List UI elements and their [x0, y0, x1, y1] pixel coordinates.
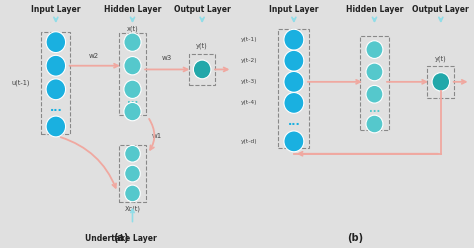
FancyArrowPatch shape — [61, 137, 116, 188]
Text: w2: w2 — [89, 53, 99, 59]
Text: Output Layer: Output Layer — [174, 5, 230, 14]
Circle shape — [124, 80, 141, 98]
Text: Input Layer: Input Layer — [269, 5, 319, 14]
Circle shape — [46, 55, 65, 76]
Text: y(t-1): y(t-1) — [240, 37, 257, 42]
Text: ...: ... — [127, 95, 138, 105]
Circle shape — [125, 145, 140, 162]
Circle shape — [125, 165, 140, 182]
Circle shape — [284, 50, 304, 71]
Circle shape — [46, 79, 65, 100]
Text: y(t-4): y(t-4) — [240, 100, 257, 105]
Circle shape — [193, 60, 211, 79]
Circle shape — [284, 93, 304, 113]
Text: (b): (b) — [347, 233, 364, 243]
Bar — [41, 32, 70, 134]
Circle shape — [125, 185, 140, 202]
Text: y(t-d): y(t-d) — [240, 139, 257, 144]
Bar — [118, 145, 146, 202]
Text: (a): (a) — [113, 233, 128, 243]
Text: Input Layer: Input Layer — [31, 5, 81, 14]
Circle shape — [284, 29, 304, 50]
Bar — [279, 29, 309, 148]
Text: Hidden Layer: Hidden Layer — [346, 5, 403, 14]
Text: ...: ... — [369, 104, 380, 114]
Text: ...: ... — [288, 117, 300, 126]
Bar — [427, 66, 455, 98]
Text: Output Layer: Output Layer — [412, 5, 469, 14]
Circle shape — [284, 131, 304, 152]
Text: u(t-1): u(t-1) — [12, 80, 30, 86]
Circle shape — [366, 115, 383, 133]
Text: w3: w3 — [162, 55, 173, 61]
Circle shape — [46, 116, 65, 137]
Text: ...: ... — [49, 103, 62, 113]
Text: y(t-2): y(t-2) — [240, 58, 257, 63]
Bar — [118, 33, 146, 115]
Text: y(t): y(t) — [435, 56, 447, 62]
Circle shape — [284, 71, 304, 92]
Text: y(t): y(t) — [196, 43, 208, 49]
Circle shape — [124, 33, 141, 51]
Circle shape — [366, 63, 383, 81]
Text: x(t): x(t) — [127, 25, 138, 32]
Bar — [360, 36, 389, 130]
FancyArrowPatch shape — [149, 119, 155, 150]
Circle shape — [366, 41, 383, 59]
Text: y(t-3): y(t-3) — [240, 79, 257, 84]
Circle shape — [124, 57, 141, 75]
Text: Xc(t): Xc(t) — [125, 206, 140, 212]
Text: Undertake Layer: Undertake Layer — [85, 234, 157, 243]
Circle shape — [432, 73, 449, 91]
Text: Hidden Layer: Hidden Layer — [104, 5, 161, 14]
Circle shape — [46, 32, 65, 53]
Text: w1: w1 — [152, 133, 162, 139]
Circle shape — [366, 85, 383, 103]
Bar — [190, 54, 215, 85]
Circle shape — [124, 102, 141, 121]
